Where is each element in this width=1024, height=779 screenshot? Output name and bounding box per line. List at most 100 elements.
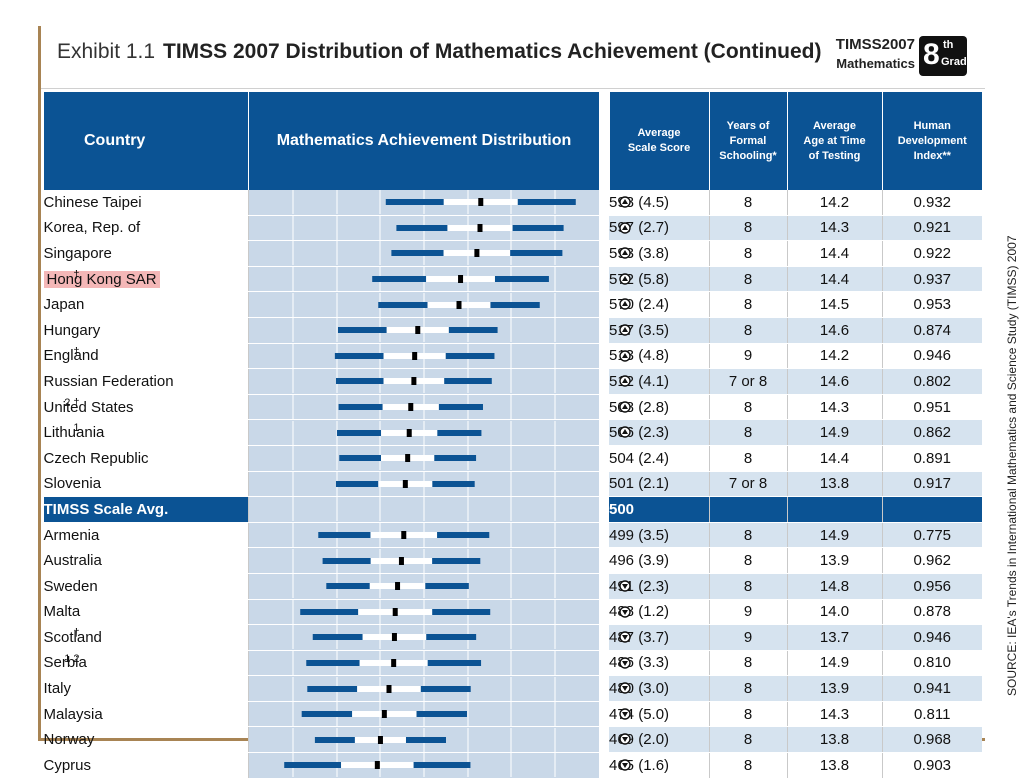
years-of-schooling: 8: [708, 752, 787, 779]
country-name: Norway: [43, 731, 95, 749]
country-name: Cyprus: [43, 756, 92, 774]
country-name: United States: [43, 398, 134, 416]
country-cell: Norway: [43, 726, 249, 754]
percentile-bar-high: [444, 378, 492, 385]
percentile-bar-high: [517, 199, 576, 206]
icon-arrow: [622, 378, 628, 384]
average-age: 13.7: [786, 624, 882, 651]
human-development-index: 0.903: [881, 752, 982, 779]
average-scale-score: 513 (4.8): [609, 347, 670, 365]
footnote-marker: †: [73, 268, 80, 281]
header-row: Country Mathematics Achievement Distribu…: [43, 92, 982, 190]
table-row: Singapore 593 (3.8) 8 14.4 0.922: [43, 240, 982, 267]
human-development-index: 0.932: [881, 190, 982, 216]
human-development-index: 0.921: [881, 215, 982, 242]
above-average-icon: [619, 324, 631, 336]
percentile-bar-low: [335, 378, 384, 385]
years-of-schooling: 9: [708, 624, 787, 651]
mean-marker: [402, 479, 408, 488]
country-cell: † England: [43, 343, 249, 370]
human-development-index: 0.862: [881, 419, 982, 446]
average-age: 14.8: [786, 573, 882, 600]
distribution-plot: [292, 548, 556, 573]
table-body: Chinese Taipei 598 (4.5) 8 14.2 0.932 Korea, …: [43, 190, 982, 779]
mean-marker: [386, 684, 392, 693]
column-separator: [599, 471, 609, 498]
exhibit-number: Exhibit 1.1: [57, 40, 156, 63]
score-cell: 480 (3.0): [609, 675, 709, 702]
percentile-bar-high: [445, 352, 495, 359]
country-cell: 1 2 Serbia: [43, 650, 249, 677]
column-separator: [599, 547, 609, 574]
icon-arrow: [622, 711, 628, 717]
country-cell: Russian Federation: [43, 368, 249, 395]
human-development-index: 0.946: [881, 624, 982, 651]
distribution-plot: [292, 190, 576, 215]
years-of-schooling: 8: [708, 266, 787, 293]
average-scale-score: 508 (2.8): [609, 398, 670, 416]
table-row: Italy 480 (3.0) 8 13.9 0.941: [43, 675, 982, 702]
mean-marker: [458, 275, 464, 284]
country-cell: Chinese Taipei: [43, 190, 249, 216]
mean-marker: [406, 428, 412, 437]
distribution-cell: [248, 266, 599, 293]
country-cell: Armenia: [43, 522, 249, 549]
table-row: Korea, Rep. of 597 (2.7) 8 14.3 0.921: [43, 215, 982, 242]
table-row: † Scotland 487 (3.7) 9 13.7 0.946: [43, 624, 982, 651]
percentile-bar-low: [338, 404, 383, 411]
country-cell: Japan: [43, 291, 249, 318]
country-name: Malta: [43, 603, 81, 621]
table-row: † England 513 (4.8) 9 14.2 0.946: [43, 343, 982, 370]
column-separator: [599, 240, 609, 267]
column-separator: [599, 573, 609, 600]
score-cell: 593 (3.8): [609, 240, 709, 267]
table-row: Norway 469 (2.0) 8 13.8 0.968: [43, 726, 982, 754]
average-age: 14.2: [786, 343, 882, 370]
mean-marker: [415, 326, 421, 335]
above-average-icon: [619, 375, 631, 387]
human-development-index: 0.874: [881, 317, 982, 344]
table-row: Japan 570 (2.4) 8 14.5 0.953: [43, 291, 982, 318]
years-of-schooling: 8: [708, 190, 787, 216]
distribution-plot: [292, 676, 556, 701]
score-cell: 598 (4.5): [609, 190, 709, 216]
header-age-line: Average: [812, 119, 856, 132]
distribution-plot: [292, 471, 556, 496]
distribution-plot: [292, 241, 563, 266]
average-age: 14.5: [786, 291, 882, 318]
distribution-plot: [292, 215, 564, 240]
header-years-line: Years of: [726, 119, 770, 132]
column-separator: [599, 291, 609, 318]
above-average-icon: [619, 401, 631, 413]
average-age: 13.9: [786, 547, 882, 574]
percentile-bar-high: [432, 480, 475, 487]
mean-marker: [391, 633, 397, 642]
percentile-bar-high: [437, 429, 482, 436]
score-cell: 499 (3.5): [609, 522, 709, 549]
years-of-schooling: 8: [708, 317, 787, 344]
percentile-bar-low: [307, 685, 358, 692]
icon-arrow: [622, 763, 628, 769]
exhibit-panel: Exhibit 1.1 TIMSS 2007 Distribution of M…: [38, 26, 1019, 779]
years-of-schooling: 8: [708, 573, 787, 600]
mean-marker: [408, 403, 414, 412]
above-average-icon: [619, 196, 631, 208]
mean-marker: [391, 658, 397, 667]
icon-arrow: [622, 403, 628, 409]
percentile-bar-high: [494, 276, 549, 283]
country-cell: TIMSS Scale Avg.: [43, 496, 249, 523]
country-name: Korea, Rep. of: [43, 219, 141, 237]
icon-arrow: [622, 301, 628, 307]
header-age: Average Age at Time of Testing: [786, 92, 882, 190]
below-average-icon: [619, 708, 631, 720]
column-separator: [599, 368, 609, 395]
average-age: 14.9: [786, 419, 882, 446]
percentile-bar-high: [438, 404, 483, 411]
average-age: 14.0: [786, 599, 882, 626]
distribution-cell: [248, 240, 599, 267]
percentile-bar-low: [385, 199, 444, 206]
average-scale-score: 487 (3.7): [609, 628, 670, 646]
score-cell: 496 (3.9): [609, 547, 709, 574]
mean-marker: [377, 735, 383, 744]
years-of-schooling: 8: [708, 522, 787, 549]
